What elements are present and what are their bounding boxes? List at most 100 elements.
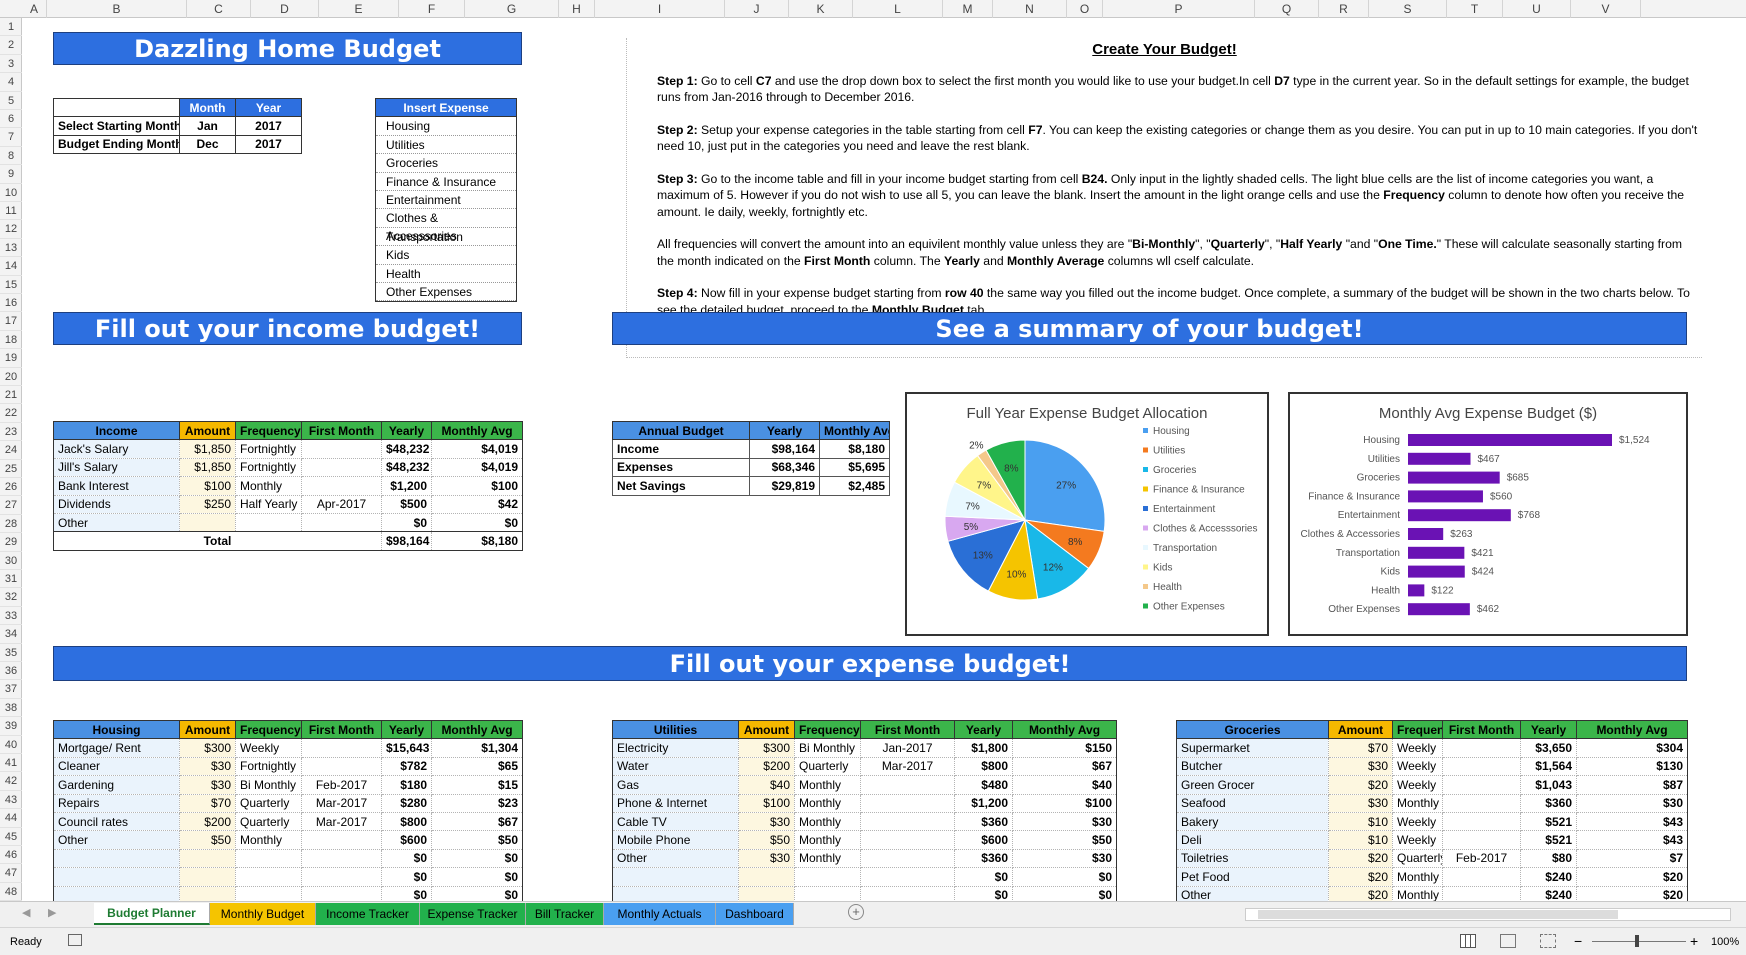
- category-item[interactable]: Finance & Insurance: [376, 173, 516, 191]
- table-cell[interactable]: Fortnightly: [235, 439, 302, 459]
- zoom-in-icon[interactable]: +: [1690, 933, 1699, 949]
- page-layout-icon[interactable]: [1500, 934, 1516, 948]
- category-item[interactable]: Housing: [376, 117, 516, 136]
- row-header[interactable]: 44: [0, 809, 22, 828]
- table-cell[interactable]: Fortnightly: [235, 756, 302, 777]
- table-cell[interactable]: [179, 867, 236, 887]
- table-cell[interactable]: Monthly: [235, 476, 302, 496]
- table-cell[interactable]: [1442, 756, 1521, 777]
- row-header[interactable]: 2: [0, 36, 22, 55]
- table-cell[interactable]: $50: [738, 830, 795, 850]
- table-cell[interactable]: [794, 867, 861, 887]
- table-cell[interactable]: Electricity: [612, 738, 739, 758]
- table-cell[interactable]: Green Grocer: [1176, 775, 1329, 795]
- row-header[interactable]: 36: [0, 662, 22, 681]
- row-header[interactable]: 15: [0, 276, 22, 294]
- row-header[interactable]: 3: [0, 55, 22, 74]
- table-cell[interactable]: Cable TV: [612, 811, 739, 832]
- table-cell[interactable]: Repairs: [53, 793, 180, 813]
- column-header[interactable]: D: [251, 0, 319, 18]
- table-cell[interactable]: Weekly: [1392, 738, 1443, 758]
- row-header[interactable]: 6: [0, 110, 22, 129]
- table-cell[interactable]: Pet Food: [1176, 867, 1329, 887]
- column-header[interactable]: I: [595, 0, 725, 18]
- table-cell[interactable]: Mar-2017: [301, 793, 382, 813]
- row-header[interactable]: 48: [0, 883, 22, 902]
- row-header[interactable]: 28: [0, 515, 22, 534]
- start-month-select[interactable]: Jan: [179, 116, 236, 136]
- table-cell[interactable]: [1442, 811, 1521, 832]
- add-sheet-icon[interactable]: +: [848, 904, 864, 920]
- table-cell[interactable]: $20: [1328, 885, 1393, 901]
- table-cell[interactable]: [1442, 885, 1521, 901]
- table-cell[interactable]: $20: [1328, 848, 1393, 869]
- page-break-icon[interactable]: [1540, 934, 1556, 948]
- table-cell[interactable]: Dividends: [53, 494, 180, 514]
- table-cell[interactable]: Butcher: [1176, 756, 1329, 777]
- table-cell[interactable]: [738, 885, 795, 901]
- tab-monthly-budget[interactable]: Monthly Budget: [210, 903, 316, 925]
- table-cell[interactable]: Monthly: [1392, 867, 1443, 887]
- category-item[interactable]: Transportation: [376, 228, 516, 247]
- column-header[interactable]: G: [465, 0, 559, 18]
- table-cell[interactable]: Deli: [1176, 830, 1329, 850]
- table-cell[interactable]: [1442, 830, 1521, 850]
- table-cell[interactable]: [794, 885, 861, 901]
- tab-monthly-actuals[interactable]: Monthly Actuals: [604, 903, 716, 925]
- table-cell[interactable]: $20: [1328, 775, 1393, 795]
- column-header[interactable]: E: [319, 0, 399, 18]
- row-header[interactable]: 11: [0, 202, 22, 221]
- table-cell[interactable]: Other: [53, 512, 180, 533]
- row-header[interactable]: 8: [0, 147, 22, 166]
- row-header[interactable]: 35: [0, 644, 22, 662]
- start-year-input[interactable]: 2017: [235, 116, 302, 136]
- column-header[interactable]: J: [725, 0, 789, 18]
- table-cell[interactable]: Gas: [612, 775, 739, 795]
- table-cell[interactable]: Weekly: [1392, 775, 1443, 795]
- table-cell[interactable]: [301, 848, 382, 869]
- table-cell[interactable]: Quarterly: [1392, 848, 1443, 869]
- column-header[interactable]: O: [1067, 0, 1103, 18]
- table-cell[interactable]: [860, 830, 955, 850]
- column-header[interactable]: N: [993, 0, 1067, 18]
- table-cell[interactable]: $100: [738, 793, 795, 813]
- table-cell[interactable]: [860, 793, 955, 813]
- table-cell[interactable]: Mobile Phone: [612, 830, 739, 850]
- table-cell[interactable]: Jan-2017: [860, 738, 955, 758]
- table-cell[interactable]: [179, 512, 236, 533]
- column-header[interactable]: H: [559, 0, 595, 18]
- row-header[interactable]: 30: [0, 552, 22, 570]
- category-item[interactable]: Utilities: [376, 136, 516, 155]
- column-header[interactable]: P: [1103, 0, 1255, 18]
- table-cell[interactable]: [301, 512, 382, 533]
- column-header[interactable]: A: [22, 0, 47, 18]
- table-cell[interactable]: Other: [612, 848, 739, 869]
- table-cell[interactable]: $10: [1328, 830, 1393, 850]
- table-cell[interactable]: Quarterly: [235, 811, 302, 832]
- table-cell[interactable]: Half Yearly: [235, 494, 302, 514]
- tab-next-icon[interactable]: ▶: [48, 907, 57, 919]
- table-cell[interactable]: Monthly: [794, 775, 861, 795]
- table-cell[interactable]: $250: [179, 494, 236, 514]
- row-header[interactable]: 38: [0, 699, 22, 718]
- row-header[interactable]: 10: [0, 184, 22, 202]
- category-item[interactable]: Other Expenses: [376, 283, 516, 302]
- table-cell[interactable]: Other: [1176, 885, 1329, 901]
- table-cell[interactable]: Bi Monthly: [235, 775, 302, 795]
- row-header[interactable]: 45: [0, 828, 22, 846]
- column-header[interactable]: K: [789, 0, 853, 18]
- table-cell[interactable]: Monthly: [235, 830, 302, 850]
- row-header[interactable]: 29: [0, 533, 22, 552]
- row-header[interactable]: 31: [0, 570, 22, 589]
- table-cell[interactable]: Monthly: [794, 848, 861, 869]
- row-header[interactable]: 12: [0, 220, 22, 239]
- table-cell[interactable]: [301, 738, 382, 758]
- row-header[interactable]: 47: [0, 864, 22, 883]
- row-header[interactable]: 33: [0, 607, 22, 626]
- tab-bill-tracker[interactable]: Bill Tracker: [526, 903, 604, 925]
- column-header[interactable]: R: [1319, 0, 1369, 18]
- table-cell[interactable]: Weekly: [1392, 830, 1443, 850]
- zoom-out-icon[interactable]: −: [1574, 933, 1583, 949]
- table-cell[interactable]: [301, 830, 382, 850]
- row-header[interactable]: 17: [0, 312, 22, 331]
